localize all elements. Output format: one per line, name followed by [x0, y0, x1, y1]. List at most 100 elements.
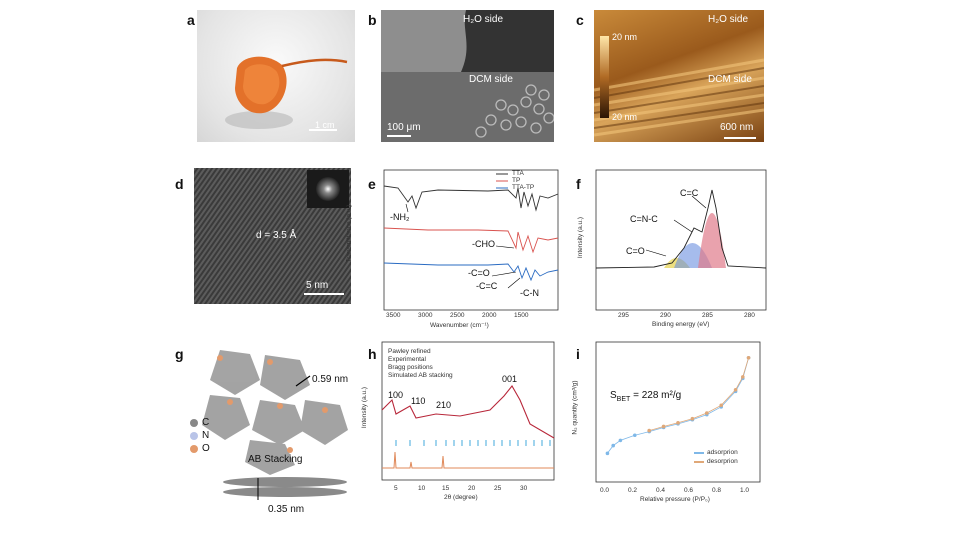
pxrd-chart [381, 341, 555, 481]
xtick-h-2: 15 [442, 485, 450, 492]
xtick-i-5: 1.0 [740, 487, 750, 494]
legend-experimental: Experimental [388, 356, 426, 363]
xtick-i-2: 0.4 [656, 487, 666, 494]
xtick-h-5: 30 [520, 485, 528, 492]
xtick-f-1: 290 [660, 312, 671, 319]
legend-pawley: Pawley refined [388, 348, 431, 355]
legend-adsorption-marker [694, 451, 704, 454]
fft-inset [316, 177, 340, 201]
ann-cnc-f: C=N-C [630, 214, 658, 224]
legend-tp: TP [512, 177, 521, 184]
bet-chart [595, 341, 761, 483]
legend-desorption-marker [694, 460, 704, 463]
series-tta-tp [383, 262, 559, 282]
scale-label-b: 100 μm [387, 122, 421, 133]
xlabel-e: Wavenumber (cm⁻¹) [430, 322, 489, 329]
xtick-e-3: 2000 [482, 312, 497, 319]
scale-label-a: 1 cm [315, 120, 335, 130]
xtick-f-2: 285 [702, 312, 713, 319]
ylabel-f: Intensity (a.u.) [577, 216, 585, 259]
sem-image [381, 10, 554, 142]
ann-cc-f: C=C [680, 188, 699, 198]
xtick-e-4: 1500 [514, 312, 529, 319]
colorbar-top-label: 20 nm [612, 32, 638, 42]
panel-a-label: a [187, 12, 195, 28]
ann-co-f: C=O [626, 246, 645, 256]
xtick-i-3: 0.6 [684, 487, 694, 494]
xlabel-f: Binding energy (eV) [652, 321, 710, 328]
xtick-i-0: 0.0 [600, 487, 610, 494]
panel-c-label: c [576, 12, 584, 28]
xtick-i-1: 0.2 [628, 487, 638, 494]
tem-image [194, 168, 351, 304]
peak-100: 100 [388, 390, 404, 400]
bet-s: S [610, 390, 617, 401]
ann-cc: -C=C [476, 281, 498, 291]
dcm-side-label-c: DCM side [708, 74, 752, 85]
atom-legend: C N O [190, 416, 210, 455]
legend-tta-tp: TTA-TP [512, 184, 535, 191]
ann-cho: -CHO [472, 239, 495, 249]
xtick-h-1: 10 [418, 485, 426, 492]
colorbar-bottom-label: 20 nm [612, 112, 638, 122]
h2o-side-label-c: H₂O side [708, 14, 749, 25]
ann-nh2: -NH₂ [390, 212, 410, 222]
spacing-059: 0.59 nm [312, 374, 349, 385]
ylabel-h: Intensity (a.u.) [361, 386, 369, 429]
bragg-ticks [395, 440, 551, 446]
ftir-chart [383, 169, 559, 311]
ab-stacking-label: AB Stacking [248, 454, 303, 465]
ann-cn: -C-N [520, 288, 539, 298]
panel-b-label: b [368, 12, 377, 28]
series-tta [383, 185, 559, 212]
legend-i: adsorprion desorprion [694, 448, 738, 466]
bet-value: = 228 m²/g [630, 390, 682, 401]
atom-c-label: C [202, 417, 210, 428]
dcm-side-label-b: DCM side [469, 74, 513, 85]
legend-h: Pawley refined Experimental Bragg positi… [388, 348, 453, 380]
atom-c-dot [190, 418, 198, 427]
xtick-e-1: 3000 [418, 312, 433, 319]
xtick-e-0: 3500 [386, 312, 401, 319]
legend-adsorption: adsorprion [707, 449, 738, 456]
bet-text: SBET = 228 m²/g [610, 390, 681, 403]
peak-110: 110 [411, 396, 426, 406]
atom-n-label: N [202, 430, 210, 441]
spacing-035: 0.35 nm [268, 504, 305, 515]
panel-d-tem: d = 3.5 Å 5 nm [194, 168, 351, 304]
legend-e [496, 173, 508, 189]
series-simulated [382, 451, 554, 469]
h2o-side-label-b: H₂O side [463, 14, 504, 25]
scale-label-d: 5 nm [306, 280, 329, 291]
crystal-structure [202, 350, 348, 500]
panel-d-label: d [175, 176, 184, 192]
peak-001: 001 [502, 374, 518, 384]
peak-210: 210 [436, 400, 452, 410]
panel-i-label: i [576, 346, 580, 362]
membrane-photo [225, 56, 348, 131]
xtick-f-3: 280 [744, 312, 755, 319]
panel-e-label: e [368, 176, 376, 192]
xtick-f-0: 295 [618, 312, 629, 319]
atom-o-label: O [202, 443, 210, 454]
adsorption-line [607, 357, 749, 454]
panel-g-label: g [175, 346, 184, 362]
xtick-i-4: 0.8 [712, 487, 722, 494]
ylabel-i: N₂ quantity (cm³/g) [571, 380, 579, 435]
atom-n-dot [190, 431, 198, 440]
legend-bragg: Bragg positions [388, 364, 433, 371]
xps-envelope [595, 189, 767, 269]
panel-f-label: f [576, 176, 581, 192]
ann-co: -C=O [468, 268, 490, 278]
xps-chart [595, 169, 767, 311]
colorbar [600, 36, 609, 118]
xlabel-i: Relative pressure (P/P₀) [640, 496, 710, 503]
desorption-line [649, 357, 749, 431]
xtick-h-3: 20 [468, 485, 476, 492]
afm-image [594, 36, 764, 139]
xlabel-h: 2θ (degree) [444, 494, 478, 501]
desorption-point [746, 355, 751, 360]
legend-desorption: desorprion [707, 458, 738, 465]
panel-b-sem: H₂O side DCM side 100 μm [381, 10, 554, 142]
series-tp [383, 227, 559, 254]
